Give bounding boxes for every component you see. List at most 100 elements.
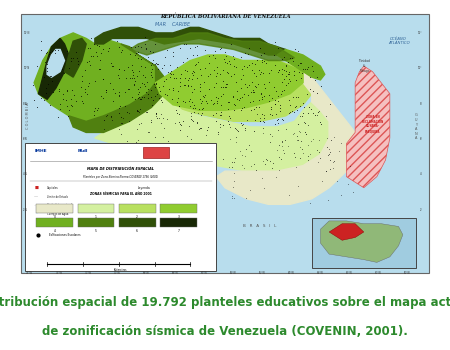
Text: Cuerpos de Agua: Cuerpos de Agua: [47, 212, 68, 216]
Point: [325, 146, 333, 152]
Point: [294, 137, 302, 143]
Point: [217, 46, 224, 52]
Point: [148, 66, 155, 71]
Point: [228, 42, 235, 47]
Point: [154, 66, 161, 72]
Point: [121, 104, 128, 109]
Point: [202, 93, 209, 98]
Point: [35, 232, 42, 238]
Point: [285, 80, 292, 86]
Point: [207, 98, 215, 103]
Point: [87, 62, 94, 68]
Point: [63, 87, 70, 92]
Point: [51, 47, 59, 53]
Point: [232, 139, 239, 145]
Point: [159, 116, 166, 121]
Point: [290, 130, 297, 136]
Point: [144, 54, 151, 60]
Point: [37, 38, 44, 44]
Text: Límite Internacional: Límite Internacional: [47, 203, 72, 208]
Point: [135, 95, 142, 100]
Point: [181, 99, 188, 105]
Point: [230, 63, 238, 69]
Point: [299, 110, 306, 116]
Point: [326, 167, 333, 172]
Point: [268, 106, 275, 112]
Point: [188, 116, 195, 122]
Text: 10°: 10°: [418, 66, 423, 70]
Point: [232, 64, 239, 70]
Point: [279, 116, 286, 122]
Point: [207, 163, 215, 168]
Point: [195, 110, 202, 116]
Point: [219, 85, 226, 90]
Text: 64°W: 64°W: [288, 271, 294, 275]
Point: [148, 94, 155, 100]
Text: 69°W: 69°W: [143, 271, 149, 275]
Point: [37, 47, 44, 52]
Point: [290, 150, 297, 155]
Point: [266, 131, 274, 136]
Point: [230, 71, 238, 77]
Point: [149, 98, 156, 103]
Point: [155, 151, 162, 157]
Point: [249, 68, 256, 73]
Text: 60°W: 60°W: [404, 271, 410, 275]
Point: [144, 92, 152, 97]
Point: [180, 82, 188, 88]
Point: [148, 102, 156, 108]
Point: [212, 94, 219, 99]
Point: [132, 150, 139, 156]
Point: [47, 50, 54, 55]
Polygon shape: [346, 66, 390, 188]
Point: [166, 166, 173, 172]
Point: [174, 96, 181, 101]
Point: [198, 72, 205, 78]
Polygon shape: [95, 94, 329, 171]
Point: [272, 121, 279, 127]
Text: 2°N: 2°N: [23, 208, 28, 212]
Point: [230, 178, 237, 184]
Point: [260, 158, 267, 164]
Point: [142, 34, 149, 40]
Point: [100, 126, 107, 132]
Point: [223, 53, 230, 59]
Point: [180, 41, 188, 47]
Point: [220, 56, 228, 62]
Point: [91, 105, 99, 111]
Point: [147, 87, 154, 93]
Point: [226, 113, 233, 119]
Point: [152, 62, 159, 67]
Point: [257, 71, 264, 76]
Point: [302, 129, 309, 134]
Point: [228, 195, 235, 201]
Point: [78, 98, 85, 104]
Point: [54, 114, 62, 119]
Point: [324, 152, 332, 158]
Point: [188, 71, 195, 76]
Point: [193, 75, 200, 80]
Point: [322, 114, 329, 119]
Point: [307, 106, 315, 112]
Point: [62, 97, 69, 103]
Point: [131, 44, 139, 49]
Polygon shape: [69, 44, 164, 132]
Point: [116, 44, 123, 49]
Point: [110, 99, 117, 104]
Point: [129, 69, 136, 75]
Point: [247, 163, 254, 169]
Point: [68, 102, 75, 108]
Point: [282, 68, 289, 73]
Polygon shape: [216, 72, 355, 204]
Point: [184, 133, 191, 139]
Point: [259, 125, 266, 131]
Point: [265, 92, 272, 98]
Point: [197, 88, 204, 93]
Point: [56, 101, 63, 107]
Polygon shape: [38, 38, 69, 99]
Point: [189, 118, 196, 123]
Text: 70°W: 70°W: [113, 271, 120, 275]
Point: [183, 55, 190, 61]
Text: MAR    CARIBE: MAR CARIBE: [155, 22, 190, 27]
Point: [137, 106, 144, 112]
